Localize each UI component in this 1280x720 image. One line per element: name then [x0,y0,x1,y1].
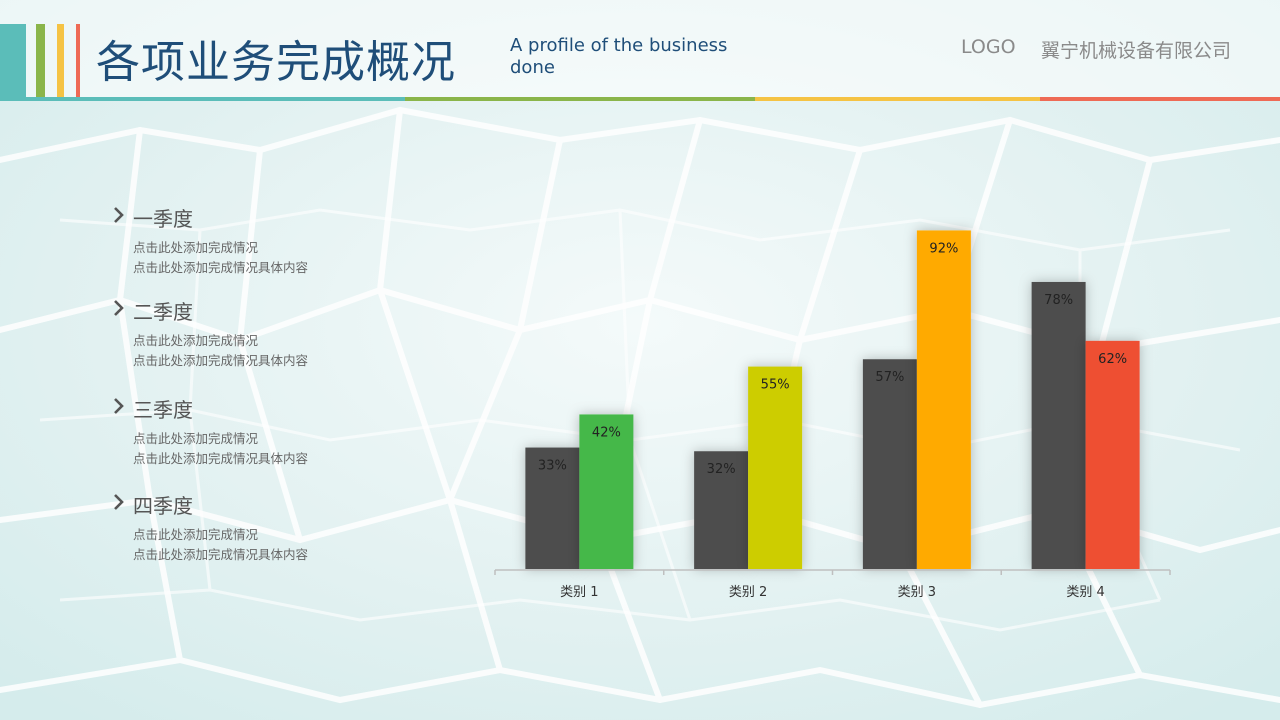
quarter-title: 四季度 [133,494,193,518]
page-subtitle: A profile of the business done [510,35,728,78]
header-decoration-green [36,24,45,98]
quarter-title: 一季度 [133,207,193,231]
quarter-description-line: 点击此处添加完成情况具体内容 [133,547,309,562]
bar-series2-1 [579,414,634,569]
header-decoration-yellow [57,24,64,98]
header-stripe-green [405,97,755,101]
data-label: 57% [875,370,904,385]
quarter-item-q4: 四季度 点击此处添加完成情况 点击此处添加完成情况具体内容 [110,490,430,565]
category-tick-label: 类别 4 [1066,585,1104,600]
quarter-description-line: 点击此处添加完成情况具体内容 [133,353,309,368]
quarter-description-line: 点击此处添加完成情况 [133,240,259,255]
quarter-item-q1: 一季度 点击此处添加完成情况 点击此处添加完成情况具体内容 [110,203,430,278]
quarter-description-line: 点击此处添加完成情况 [133,431,259,446]
category-tick-label: 类别 1 [560,585,598,600]
chevron-right-icon [114,398,124,414]
header-background [0,0,1280,100]
chevron-right-icon [114,300,124,316]
bar-series1-2 [694,451,749,569]
quarter-description-line: 点击此处添加完成情况具体内容 [133,451,309,466]
bar-series2-2 [748,366,803,569]
header-stripe-red [1040,97,1280,101]
data-label: 62% [1098,352,1127,367]
bar-series1-3 [862,359,917,569]
page-title: 各项业务完成概况 [96,37,456,88]
quarter-title: 三季度 [133,398,193,422]
category-tick-label: 类别 3 [898,585,936,600]
bar-series1-1 [525,447,580,569]
header-stripe-teal [0,97,405,101]
category-tick-label: 类别 2 [729,585,767,600]
bar-series2-4 [1085,340,1140,569]
chevron-right-icon [114,494,124,510]
header-stripe-yellow [755,97,1040,101]
quarter-item-q3: 三季度 点击此处添加完成情况 点击此处添加完成情况具体内容 [110,394,430,469]
data-label: 55% [761,378,790,393]
header-decoration-teal [0,24,26,98]
bar-series1-4 [1031,281,1086,569]
data-label: 92% [929,241,958,256]
logo-text: LOGO [961,36,1016,58]
company-name: 翼宁机械设备有限公司 [1041,40,1232,62]
header-decoration-red [76,24,80,98]
bar-series2-3 [916,230,971,569]
data-label: 33% [538,459,567,474]
quarter-item-q2: 二季度 点击此处添加完成情况 点击此处添加完成情况具体内容 [110,296,430,371]
data-label: 42% [592,425,621,440]
chevron-right-icon [114,207,124,223]
quarter-title: 二季度 [133,300,193,324]
data-label: 32% [707,462,736,477]
quarter-description-line: 点击此处添加完成情况 [133,527,259,542]
quarter-description-line: 点击此处添加完成情况 [133,333,259,348]
data-label: 78% [1044,293,1073,308]
quarter-description-line: 点击此处添加完成情况具体内容 [133,260,309,275]
